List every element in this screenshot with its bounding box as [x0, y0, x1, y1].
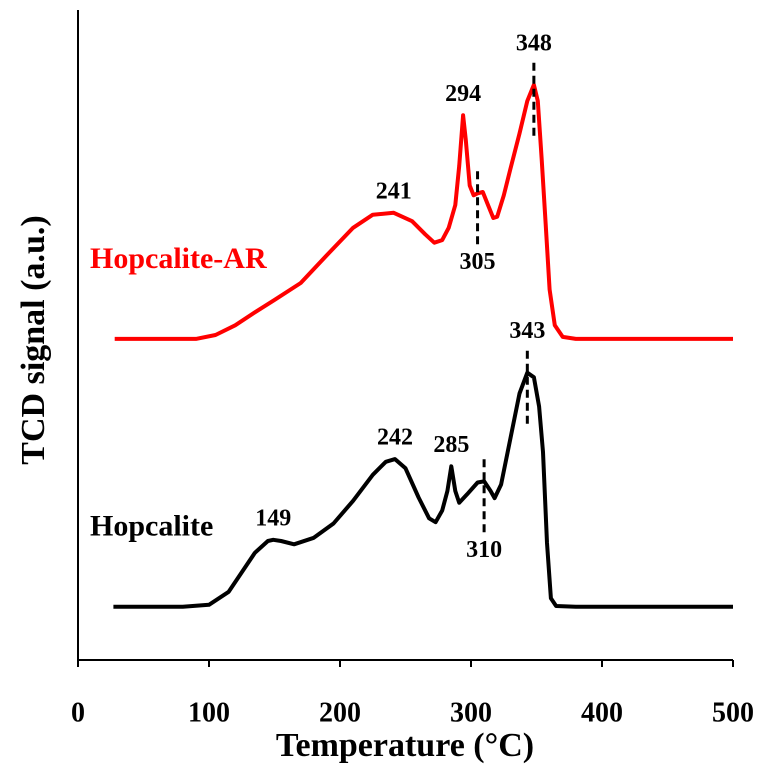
peak-label: 343: [509, 318, 545, 344]
peak-label: 310: [466, 537, 502, 563]
y-axis-title: TCD signal (a.u.): [15, 215, 52, 464]
x-tick-label: 200: [319, 697, 361, 728]
peak-label: 285: [433, 432, 469, 458]
peak-label: 348: [516, 30, 552, 56]
x-tick-label: 0: [71, 697, 85, 728]
x-tick-label: 100: [188, 697, 230, 728]
x-tick-label: 500: [712, 697, 754, 728]
x-axis-title: Temperature (°C): [276, 727, 534, 764]
peak-label: 294: [445, 81, 481, 107]
series-line: [113, 370, 733, 609]
x-tick-label: 300: [450, 697, 492, 728]
x-tick-label: 400: [581, 697, 623, 728]
peak-label: 241: [376, 178, 412, 204]
series-label: Hopcalite: [90, 510, 213, 543]
peak-label: 149: [255, 505, 291, 531]
peak-label: 242: [377, 425, 413, 451]
peak-label: 305: [460, 249, 496, 275]
series-line: [114, 82, 733, 341]
series-label: Hopcalite-AR: [90, 242, 267, 275]
